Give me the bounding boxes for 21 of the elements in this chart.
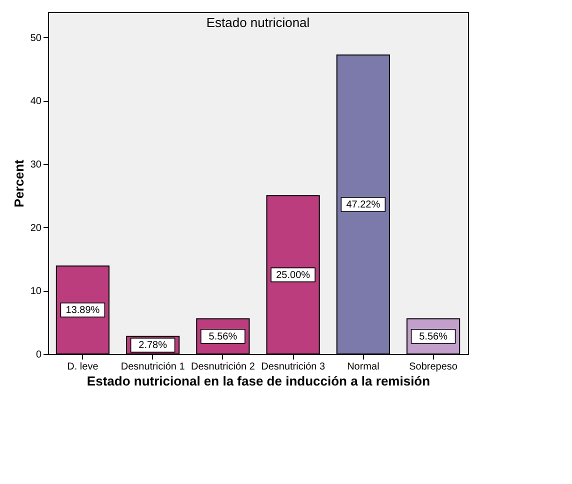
y-tick-label: 10 — [30, 286, 42, 298]
x-tick-label: Desnutrición 2 — [190, 362, 256, 372]
data-label: 13.89% — [66, 305, 100, 316]
y-tick-label: 20 — [30, 222, 42, 234]
y-axis-title: Percent — [11, 158, 26, 208]
data-label: 25.00% — [276, 270, 310, 281]
x-tick-label: Sobrepeso — [409, 362, 458, 372]
data-label: 5.56% — [419, 331, 448, 342]
x-tick-label: Normal — [347, 362, 380, 372]
x-tick-label: D. leve — [67, 362, 99, 372]
y-tick-label: 50 — [30, 32, 42, 44]
data-label: 2.78% — [138, 340, 168, 352]
y-tick-label: 0 — [36, 350, 42, 360]
data-label: 47.22% — [346, 199, 380, 210]
data-label: 5.56% — [208, 331, 238, 342]
x-axis-title: Estado nutricional en la fase de inducción a la remisión — [86, 374, 430, 388]
chart-title: Estado nutricional — [206, 15, 310, 30]
y-tick-label: 40 — [30, 96, 42, 108]
y-tick-label: 30 — [30, 160, 42, 170]
x-tick-label: Desnutrición 1 — [120, 362, 186, 372]
x-tick-label: Desnutrición 3 — [261, 362, 326, 372]
